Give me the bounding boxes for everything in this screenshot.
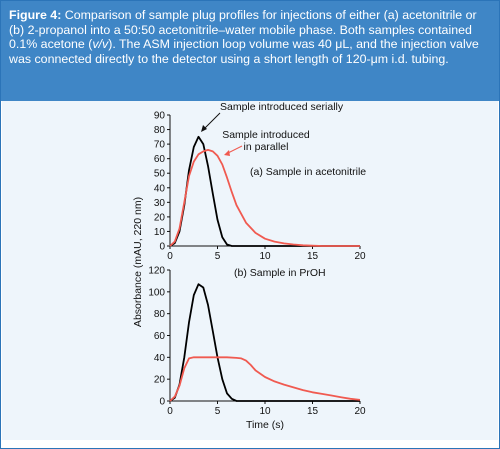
- y-tick-label: 100: [148, 287, 165, 298]
- y-tick-label: 50: [154, 169, 166, 180]
- caption-text-1: Comparison of sample plug profiles for i…: [9, 8, 477, 52]
- y-tick-label: 60: [154, 331, 166, 342]
- y-tick-label: 30: [154, 198, 166, 209]
- figure-caption: Figure 4: Comparison of sample plug prof…: [1, 1, 499, 101]
- annotation-parallel-line1: Sample introduced: [222, 129, 310, 141]
- y-tick-label: 120: [148, 266, 165, 277]
- x-tick-label: 10: [259, 251, 271, 262]
- series-line-serial: [169, 135, 360, 247]
- caption-text-2: ). The ASM injection loop volume was 40 …: [9, 37, 479, 66]
- series-line-parallel: [169, 356, 361, 402]
- x-tick-label: 5: [215, 251, 221, 262]
- caption-italic: v/v: [92, 37, 109, 52]
- annotation-serial-arrowhead: [201, 125, 207, 132]
- x-tick-label: 0: [167, 406, 173, 417]
- x-tick-label: 5: [215, 406, 221, 417]
- caption-lead: Figure 4:: [9, 8, 62, 22]
- y-tick-label: 40: [154, 183, 166, 194]
- x-axis-label: Time (s): [246, 419, 284, 431]
- y-tick-label: 80: [154, 125, 166, 136]
- y-tick-label: 10: [154, 227, 166, 238]
- annotation-parallel-line2: in parallel: [244, 141, 289, 153]
- y-axis-label: Absorbance (mAU, 220 nm): [132, 197, 144, 327]
- x-tick-label: 20: [354, 251, 366, 262]
- y-tick-label: 0: [159, 242, 165, 253]
- y-tick-label: 80: [154, 309, 166, 320]
- x-tick-label: 15: [307, 251, 319, 262]
- annotation-serial: Sample introduced serially: [220, 101, 344, 113]
- panel-label: (b) Sample in PrOH: [234, 267, 326, 279]
- series-line-serial: [169, 283, 360, 402]
- y-tick-label: 70: [154, 140, 166, 151]
- y-tick-label: 40: [154, 353, 166, 364]
- annotation-parallel-arrow: [227, 145, 243, 154]
- y-tick-label: 20: [154, 375, 166, 386]
- x-tick-label: 10: [259, 406, 271, 417]
- y-tick-label: 90: [154, 111, 166, 122]
- annotation-serial-arrow: [203, 112, 221, 130]
- y-tick-label: 20: [154, 212, 166, 223]
- y-tick-label: 60: [154, 154, 166, 165]
- plot-area: 0 10 20 30 40 50 60 70 80 90 0 5 10 15 20 (a) Sample in…: [2, 101, 498, 440]
- y-tick-label: 0: [159, 397, 165, 408]
- annotation-parallel-arrowhead: [224, 150, 230, 156]
- x-tick-label: 0: [167, 251, 173, 262]
- x-tick-label: 20: [354, 406, 366, 417]
- panel-label: (a) Sample in acetonitrile: [250, 166, 366, 178]
- x-tick-label: 15: [307, 406, 319, 417]
- series-line-parallel: [169, 149, 360, 247]
